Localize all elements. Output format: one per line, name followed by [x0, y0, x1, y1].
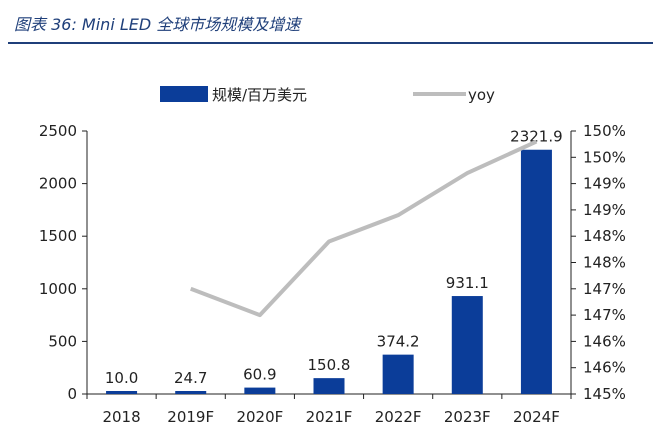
x-tick-label: 2022F	[375, 408, 422, 426]
title-rule	[8, 42, 653, 44]
right-tick-label: 147%	[583, 280, 626, 298]
right-tick-label: 145%	[583, 385, 626, 403]
bar	[313, 378, 345, 394]
bar	[520, 149, 552, 394]
right-tick-label: 148%	[583, 227, 626, 245]
x-tick-label: 2018	[102, 408, 140, 426]
legend-label-bars: 规模/百万美元	[212, 86, 307, 104]
x-axis: 2018 2019F 2020F 2021F 2022F 2023F 2024F	[86, 393, 572, 426]
right-tick-label: 150%	[583, 122, 626, 140]
bar-data-label: 60.9	[243, 366, 276, 384]
yoy-line-layer	[190, 139, 538, 318]
right-tick-label: 149%	[583, 175, 626, 193]
bar-data-label: 2321.9	[510, 128, 563, 146]
x-tick-label: 2024F	[513, 408, 560, 426]
data-labels: 10.0 24.7 60.9 150.8 374.2 931.1 2321.9	[105, 128, 563, 387]
x-tick-label: 2020F	[236, 408, 283, 426]
x-tick-label: 2021F	[306, 408, 353, 426]
right-axis: 145% 146% 146% 147% 147% 148% 148% 149% 149% 150%…	[570, 122, 626, 403]
bar-data-label: 374.2	[377, 333, 420, 351]
left-tick-label: 2000	[39, 175, 77, 193]
figure-title: 图表 36: Mini LED 全球市场规模及增速	[14, 15, 301, 34]
left-tick-label: 1000	[39, 280, 77, 298]
legend-swatch-bars	[160, 86, 208, 102]
bar	[244, 387, 276, 394]
bar-data-label: 150.8	[308, 356, 351, 374]
right-tick-label: 146%	[583, 332, 626, 350]
right-tick-label: 149%	[583, 201, 626, 219]
yoy-line	[190, 139, 538, 318]
bar-data-label: 10.0	[105, 369, 138, 387]
left-tick-label: 500	[48, 332, 77, 350]
bar	[175, 391, 207, 394]
right-tick-label: 150%	[583, 148, 626, 166]
right-tick-label: 146%	[583, 359, 626, 377]
legend: 规模/百万美元 yoy	[160, 86, 495, 104]
left-axis: 0 500 1000 1500 2000 2500	[39, 122, 88, 403]
right-tick-label: 148%	[583, 254, 626, 272]
right-tick-label: 147%	[583, 306, 626, 324]
bar	[106, 391, 138, 394]
bar	[382, 354, 414, 394]
bars	[106, 149, 552, 394]
bar-data-label: 931.1	[446, 274, 489, 292]
x-tick-label: 2019F	[167, 408, 214, 426]
left-tick-label: 0	[67, 385, 77, 403]
legend-label-line: yoy	[468, 86, 495, 104]
x-tick-label: 2023F	[444, 408, 491, 426]
left-tick-label: 1500	[39, 227, 77, 245]
left-tick-label: 2500	[39, 122, 77, 140]
bar	[451, 296, 483, 394]
bar-data-label: 24.7	[174, 369, 207, 387]
